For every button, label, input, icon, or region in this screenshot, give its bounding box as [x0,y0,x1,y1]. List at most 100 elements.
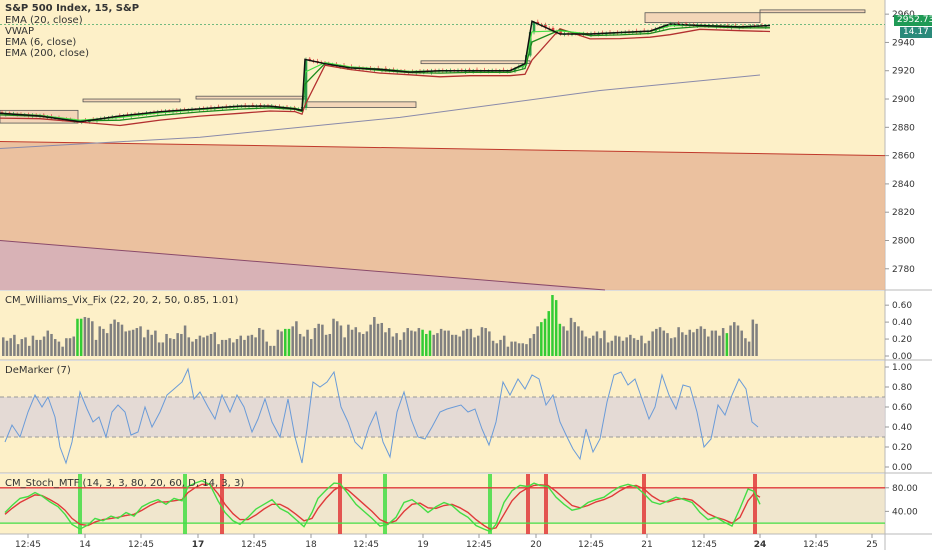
vix-bar [261,329,265,356]
vix-bar [473,337,476,356]
vix-bar [269,345,272,356]
candle-body [665,25,669,27]
price-tick-label: 2940 [892,38,915,48]
demarker-tick-label: 0.00 [892,463,912,473]
demarker-line [4,367,759,465]
symbol-title: S&P 500 Index, 15, S&P [5,3,140,14]
vix-bar [232,342,235,356]
overlay-ema6-label: EMA (6, close) [5,37,77,48]
vix-bar [168,338,172,356]
vix-bar [298,333,302,356]
vix-bar [302,336,306,356]
resistance-box [420,60,531,65]
vix-bar [387,328,391,356]
vix-bar [747,341,751,356]
vix-bar [150,334,153,356]
vix-bar [124,331,127,356]
time-tick-label: 20 [530,540,542,550]
time-tick-label: 12:45 [466,540,492,550]
time-tick-label: 19 [417,540,429,550]
stoch-signal-bar [183,474,187,534]
vix-bar [640,335,643,356]
vix-bar [595,331,599,356]
vix-bar [250,334,254,356]
vix-bar [495,343,499,356]
overlay-ema20-label: EMA (20, close) [5,15,83,26]
vix-bar [57,341,61,356]
vix-bar [295,321,298,356]
vix-bar [339,325,343,356]
vix-bar [113,319,116,356]
vix-bar [65,338,68,356]
vix-bar [20,339,24,356]
vix-bar [510,341,513,356]
time-tick-label: 18 [305,540,317,550]
vix-bar [187,337,191,356]
vix-bar [235,339,239,356]
vix-bar [632,338,636,356]
vix-bar [684,334,688,356]
vix-bar [16,344,20,356]
vix-bar [176,333,179,356]
vwap-line [0,20,771,123]
price-tick-label: 2860 [892,152,915,162]
vix-bar [643,343,647,356]
vix-bar [9,338,12,356]
vix-bar [647,340,651,356]
vix-bar [569,317,573,356]
overlay-vwap-label: VWAP [5,26,35,37]
price-tick-label: 2800 [892,236,915,246]
vix-bar [714,330,717,356]
vix-bar [380,322,384,356]
vix-bar [465,328,469,356]
vix-bar [358,332,361,356]
vix-bar [117,322,120,356]
vix-bar [499,339,502,356]
vix-bar [469,328,473,356]
vix-bar [621,340,625,356]
vix-bar [154,330,157,356]
vix-bar [83,317,87,356]
vix-bar [718,335,721,356]
vix-bar [532,333,536,356]
vix-bar [528,338,532,356]
vix-bar-green [547,311,550,356]
vix-bar [157,342,161,356]
vix-bar [688,329,692,356]
vix-bar [721,328,725,356]
vix-bar [703,328,706,356]
stoch-signal-bar [220,474,224,534]
vix-bar [480,327,484,356]
vix-bar [254,337,257,356]
demarker-tick-label: 0.40 [892,423,912,433]
vix-bar-green [421,329,424,356]
vix-bar-green [558,323,562,356]
vix-bar [220,339,224,356]
ema-200-line [0,74,761,149]
vix-bar [402,332,406,356]
vix-bar [128,330,131,356]
vix-bar [673,337,677,356]
vix-bar [165,333,168,356]
vix-bar [332,318,335,356]
vix-bar [24,337,27,356]
vix-bar [651,331,654,356]
vix-bar [614,335,617,356]
stoch-tick-label: 40.00 [892,507,918,517]
demarker-tick-label: 1.00 [892,363,912,373]
price-label-secondary: 14.17 [900,27,932,38]
vix-bar [658,327,662,356]
demarker-title: DeMarker (7) [5,365,71,376]
vix-bar [102,328,105,356]
vix-bar [669,338,673,356]
vix-bar [361,333,365,356]
vix-bar [629,334,632,356]
vix-bar-green [543,318,547,356]
vix-bar [451,334,454,356]
vix-bar [91,321,94,356]
vix-bar [391,336,395,356]
vix-bar [213,332,217,356]
vix-bar [399,339,402,356]
vix-bar [580,330,584,356]
candle-body [532,22,536,33]
